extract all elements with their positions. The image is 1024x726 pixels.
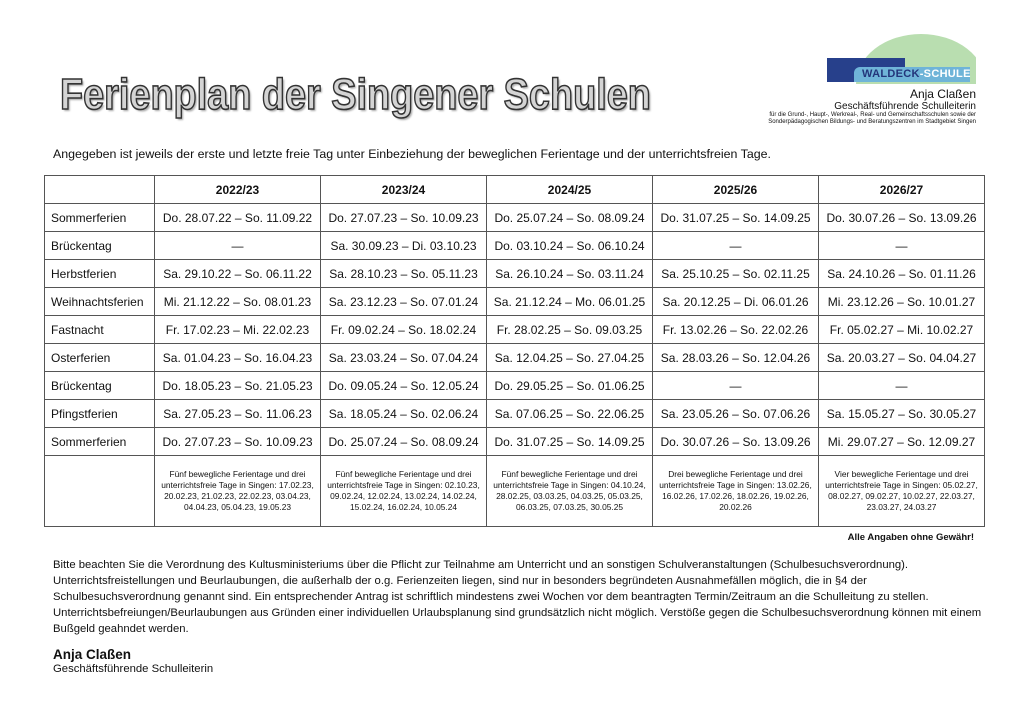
table-row: Sommerferien Do. 28.07.22 – So. 11.09.22 D… [44, 203, 985, 232]
date-cell: Sa. 12.04.25 – So. 27.04.25 [486, 343, 653, 372]
table-header-row: 2022/23 2023/24 2024/25 2025/26 2026/27 [44, 175, 985, 204]
row-label: Pfingstferien [44, 399, 155, 428]
date-cell: Do. 27.07.23 – So. 10.09.23 [320, 203, 487, 232]
date-cell: Sa. 01.04.23 – So. 16.04.23 [154, 343, 321, 372]
date-cell: Sa. 20.03.27 – So. 04.04.27 [818, 343, 985, 372]
notes-cell: Fünf bewegliche Ferientage und drei unte… [154, 455, 321, 527]
year-header: 2026/27 [818, 175, 985, 204]
date-cell: — [154, 231, 321, 260]
school-logo: WALDECK-SCHULE [826, 34, 976, 84]
date-cell: Fr. 17.02.23 – Mi. 22.02.23 [154, 315, 321, 344]
date-cell: Sa. 23.05.26 – So. 07.06.26 [652, 399, 819, 428]
row-label: Weihnachtsferien [44, 287, 155, 316]
intro-text: Angegeben ist jeweils der erste und letz… [53, 147, 771, 161]
date-cell: — [818, 371, 985, 400]
date-cell: Mi. 23.12.26 – So. 10.01.27 [818, 287, 985, 316]
date-cell: Do. 03.10.24 – So. 06.10.24 [486, 231, 653, 260]
notes-cell: Drei bewegliche Ferientage und drei unte… [652, 455, 819, 527]
date-cell: Sa. 18.05.24 – So. 02.06.24 [320, 399, 487, 428]
date-cell: Do. 31.07.25 – So. 14.09.25 [652, 203, 819, 232]
date-cell: Sa. 26.10.24 – So. 03.11.24 [486, 259, 653, 288]
row-label: Sommerferien [44, 427, 155, 456]
date-cell: Sa. 25.10.25 – So. 02.11.25 [652, 259, 819, 288]
year-header: 2024/25 [486, 175, 653, 204]
date-cell: Sa. 27.05.23 – So. 11.06.23 [154, 399, 321, 428]
date-cell: — [652, 231, 819, 260]
date-cell: Fr. 05.02.27 – Mi. 10.02.27 [818, 315, 985, 344]
table-row: Fastnacht Fr. 17.02.23 – Mi. 22.02.23 Fr. … [44, 315, 985, 344]
date-cell: Fr. 13.02.26 – So. 22.02.26 [652, 315, 819, 344]
table-row: Brückentag Do. 18.05.23 – So. 21.05.23 Do.… [44, 371, 985, 400]
row-label: Brückentag [44, 231, 155, 260]
date-cell: — [652, 371, 819, 400]
body-text: Bitte beachten Sie die Verordnung des Ku… [53, 557, 1013, 637]
row-label: Herbstferien [44, 259, 155, 288]
holiday-table: 2022/23 2023/24 2024/25 2025/26 2026/27 … [44, 175, 985, 527]
date-cell: Do. 28.07.22 – So. 11.09.22 [154, 203, 321, 232]
date-cell: Sa. 23.03.24 – So. 07.04.24 [320, 343, 487, 372]
date-cell: — [818, 231, 985, 260]
date-cell: Sa. 29.10.22 – So. 06.11.22 [154, 259, 321, 288]
logo-text: WALDECK-SCHULE [862, 68, 971, 80]
table-row: Weihnachtsferien Mi. 21.12.22 – So. 08.01… [44, 287, 985, 316]
scope-line: Sonderpädagogischen Bildungs- und Beratu… [768, 119, 976, 125]
date-cell: Sa. 07.06.25 – So. 22.06.25 [486, 399, 653, 428]
year-header: 2025/26 [652, 175, 819, 204]
date-cell: Fr. 28.02.25 – So. 09.03.25 [486, 315, 653, 344]
corner-cell [44, 175, 155, 204]
notes-cell: Fünf bewegliche Ferientage und drei unte… [320, 455, 487, 527]
footer-role: Geschäftsführende Schulleiterin [53, 663, 214, 675]
header-signature: Anja Claßen Geschäftsführende Schulleite… [768, 87, 976, 126]
notes-row: Fünf bewegliche Ferientage und drei unte… [44, 455, 985, 527]
date-cell: Sa. 30.09.23 – Di. 03.10.23 [320, 231, 487, 260]
date-cell: Do. 09.05.24 – So. 12.05.24 [320, 371, 487, 400]
row-label: Sommerferien [44, 203, 155, 232]
signer-role: Geschäftsführende Schulleiterin [834, 101, 976, 112]
date-cell: Do. 30.07.26 – So. 13.09.26 [652, 427, 819, 456]
table-row: Sommerferien Do. 27.07.23 – So. 10.09.23 D… [44, 427, 985, 456]
page-title: Ferienplan der Singener Schulen [59, 69, 651, 120]
footer-name: Anja Claßen [53, 647, 132, 662]
date-cell: Mi. 29.07.27 – So. 12.09.27 [818, 427, 985, 456]
date-cell: Do. 27.07.23 – So. 10.09.23 [154, 427, 321, 456]
logo-light-block [854, 67, 970, 82]
table-row: Herbstferien Sa. 29.10.22 – So. 06.11.22 S… [44, 259, 985, 288]
date-cell: Fr. 09.02.24 – So. 18.02.24 [320, 315, 487, 344]
date-cell: Do. 25.07.24 – So. 08.09.24 [320, 427, 487, 456]
notes-cell: Vier bewegliche Ferientage und drei unte… [818, 455, 985, 527]
notes-cell: Fünf bewegliche Ferientage und drei unte… [486, 455, 653, 527]
disclaimer: Alle Angaben ohne Gewähr! [847, 532, 974, 543]
date-cell: Sa. 15.05.27 – So. 30.05.27 [818, 399, 985, 428]
body-line: Unterrichtsbefreiungen/Beurlaubungen aus… [53, 607, 982, 619]
date-cell: Sa. 20.12.25 – Di. 06.01.26 [652, 287, 819, 316]
date-cell: Do. 29.05.25 – So. 01.06.25 [486, 371, 653, 400]
year-header: 2022/23 [154, 175, 321, 204]
row-label: Brückentag [44, 371, 155, 400]
row-label: Osterferien [44, 343, 155, 372]
signer-name: Anja Claßen [909, 87, 976, 101]
row-label: Fastnacht [44, 315, 155, 344]
date-cell: Sa. 28.03.26 – So. 12.04.26 [652, 343, 819, 372]
year-header: 2023/24 [320, 175, 487, 204]
date-cell: Do. 31.07.25 – So. 14.09.25 [486, 427, 653, 456]
table-row: Osterferien Sa. 01.04.23 – So. 16.04.23 Sa… [44, 343, 985, 372]
table-row: Pfingstferien Sa. 27.05.23 – So. 11.06.23… [44, 399, 985, 428]
body-line: Unterrichtsfreistellungen und Beurlaubun… [53, 575, 867, 587]
notes-label-cell [44, 455, 155, 527]
date-cell: Sa. 21.12.24 – Mo. 06.01.25 [486, 287, 653, 316]
date-cell: Sa. 28.10.23 – So. 05.11.23 [320, 259, 487, 288]
date-cell: Do. 18.05.23 – So. 21.05.23 [154, 371, 321, 400]
date-cell: Sa. 23.12.23 – So. 07.01.24 [320, 287, 487, 316]
date-cell: Do. 30.07.26 – So. 13.09.26 [818, 203, 985, 232]
scope-line: für die Grund-, Haupt-, Werkreal-, Real-… [769, 112, 976, 118]
body-line: Schulbesuchsverordnung genannt sind. Ein… [53, 591, 929, 603]
date-cell: Do. 25.07.24 – So. 08.09.24 [486, 203, 653, 232]
date-cell: Sa. 24.10.26 – So. 01.11.26 [818, 259, 985, 288]
body-line: Bitte beachten Sie die Verordnung des Ku… [53, 559, 909, 571]
date-cell: Mi. 21.12.22 – So. 08.01.23 [154, 287, 321, 316]
table-row: Brückentag — Sa. 30.09.23 – Di. 03.10.23 Do… [44, 231, 985, 260]
body-line: Bußgeld geahndet werden. [53, 623, 189, 635]
